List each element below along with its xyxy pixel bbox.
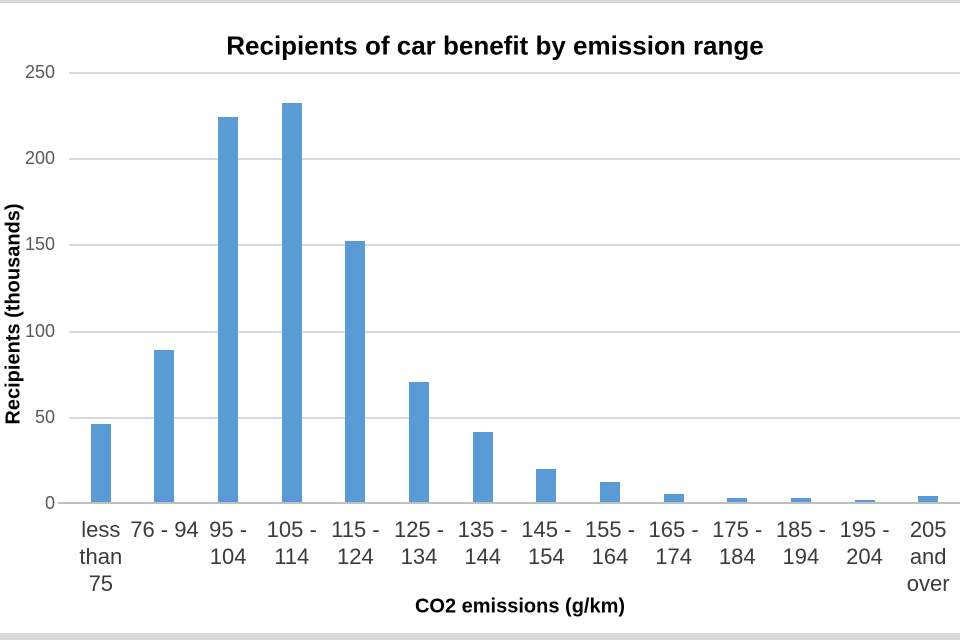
gridline-200 [69,158,960,161]
gridline-250 [69,72,960,74]
x-tick-label: 125 - 134 [393,517,445,569]
bar-195---204 [854,499,875,503]
bar-125---134 [409,382,430,503]
x-tick-label: 115 - 124 [331,517,380,569]
bar-less-than-75 [90,423,111,503]
x-tick-label: 165 - 174 [648,517,699,569]
x-tick-label: 105 - 114 [266,517,317,569]
x-tick-label: 135 - 144 [457,517,508,569]
y-tick-label: 150 [24,234,55,255]
window-bottom-edge [0,633,960,640]
gridline-100 [69,330,960,333]
bar-205-and-over [918,496,939,503]
x-tick-label: 155 - 164 [584,517,636,569]
x-tick-label: 145 - 154 [521,517,572,569]
chart-title: Recipients of car benefit by emission ra… [226,30,764,61]
gridline-50 [69,416,960,419]
bar-76---94 [154,349,175,503]
plot-area [69,72,960,503]
x-tick-label: 76 - 94 [130,517,199,542]
x-tick-label: 95 - 104 [209,517,248,569]
bar-95---104 [218,116,239,503]
x-axis-title: CO2 emissions (g/km) [414,595,626,618]
bar-185---194 [790,497,811,503]
gridline-150 [69,244,960,247]
bar-105---114 [281,103,302,503]
window-top-edge [0,0,960,3]
bar-145---154 [536,468,557,503]
x-tick-label: 205 and over [906,517,950,596]
x-tick-label: less than 75 [79,517,123,596]
y-tick-label: 100 [24,320,55,341]
bar-155---164 [599,482,620,503]
bar-165---174 [663,494,684,503]
y-tick-label: 250 [24,62,55,82]
x-axis-line [58,502,960,504]
y-tick-label: 200 [24,148,55,169]
x-tick-label: 175 - 184 [712,517,763,569]
x-tick-label: 195 - 204 [839,517,890,569]
x-tick-label: 185 - 194 [775,517,826,569]
y-tick-label: 50 [34,406,55,427]
bar-175---184 [727,497,748,503]
bar-135---144 [472,432,493,503]
y-tick-label: 0 [44,493,55,513]
bar-115---124 [345,240,366,503]
